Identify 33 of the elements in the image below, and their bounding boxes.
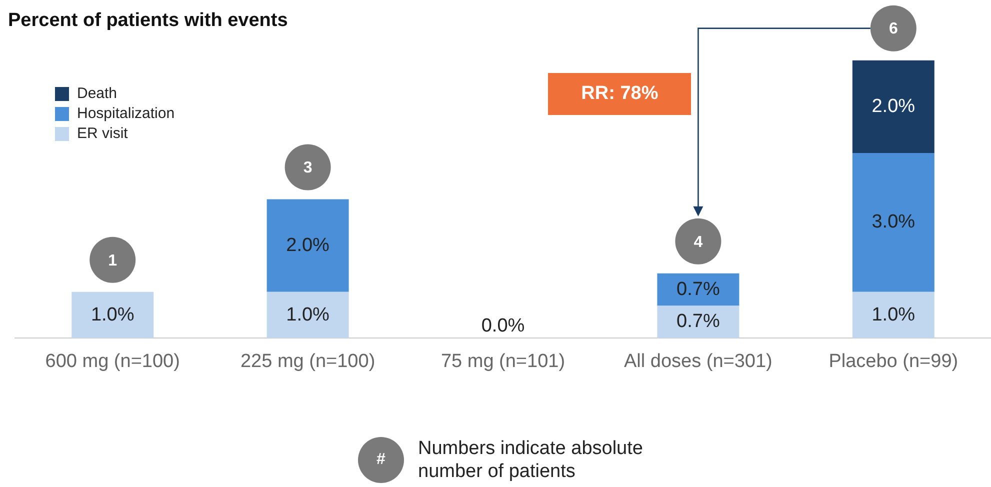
- bar: [657, 273, 740, 306]
- bar: [852, 152, 934, 292]
- bar: [266, 199, 349, 292]
- bar: [852, 60, 934, 153]
- x-tick-label: 75 mg (n=101): [440, 350, 566, 372]
- rr-callout: RR: 78%: [548, 73, 692, 116]
- data-label: 0.0%: [481, 315, 525, 336]
- bar: [72, 292, 154, 338]
- legend-label: Hospitalization: [77, 105, 175, 122]
- annotation: 6: [888, 20, 898, 38]
- x-tick-label: 600 mg (n=100): [45, 350, 180, 372]
- annotation: 4: [694, 234, 703, 251]
- x-tick-label: All doses (n=301): [624, 350, 772, 372]
- chart-title: Percent of patients with events: [8, 10, 288, 32]
- annotation: 3: [303, 160, 312, 177]
- annotation: 1: [108, 252, 118, 270]
- data-label: 1.0%: [90, 304, 134, 326]
- bar: [657, 306, 740, 338]
- text: Numbers indicate absolute number of patients: [418, 437, 644, 483]
- text: #: [358, 437, 404, 483]
- legend-label: Death: [77, 85, 118, 102]
- data-label: 2.0%: [872, 96, 916, 117]
- x-tick-label: Placebo (n=99): [828, 350, 958, 372]
- legend-label: ER visit: [77, 125, 129, 142]
- bar: [852, 292, 934, 338]
- data-label: 0.7%: [676, 278, 720, 300]
- bar: [266, 292, 349, 338]
- x-tick-label: 225 mg (n=100): [240, 350, 376, 372]
- data-label: 1.0%: [872, 304, 916, 326]
- data-label: 2.0%: [286, 234, 330, 256]
- data-label: 0.7%: [676, 311, 720, 332]
- data-label: 3.0%: [872, 212, 916, 233]
- data-label: 1.0%: [286, 304, 330, 326]
